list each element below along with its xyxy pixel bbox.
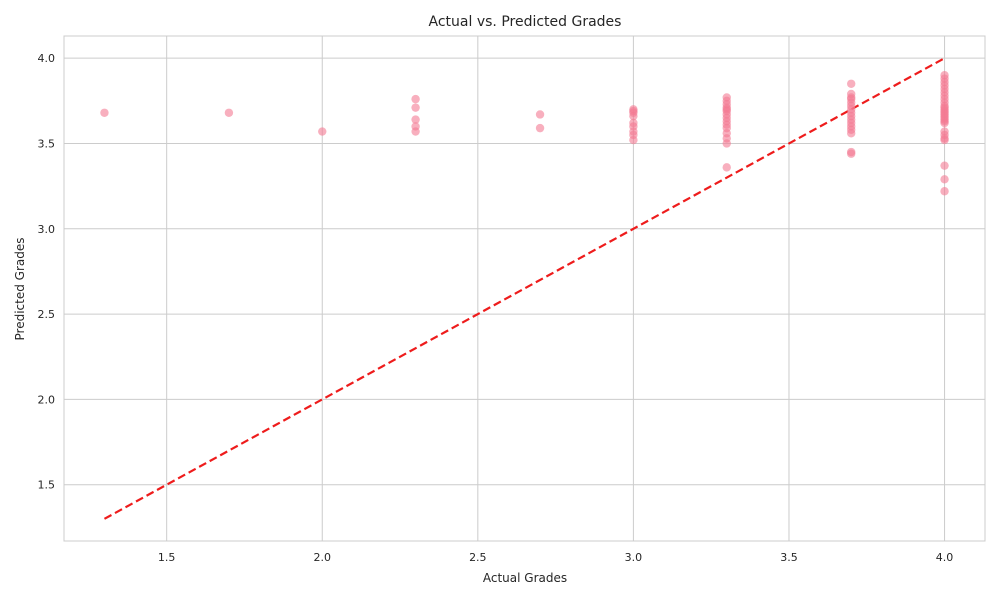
y-tick-label: 3.0 xyxy=(38,223,56,236)
data-point xyxy=(940,161,949,170)
x-axis-ticks: 1.5 2.0 2.5 3.0 3.5 4.0 xyxy=(158,551,953,564)
data-point xyxy=(411,115,420,124)
data-point xyxy=(940,135,949,145)
x-tick-label: 3.5 xyxy=(780,551,798,564)
data-point xyxy=(722,139,731,148)
data-point xyxy=(535,123,545,133)
x-tick-label: 4.0 xyxy=(936,551,954,564)
data-point xyxy=(847,129,856,138)
y-tick-label: 3.5 xyxy=(38,137,56,150)
x-tick-label: 3.0 xyxy=(625,551,643,564)
x-axis-label: Actual Grades xyxy=(483,571,567,585)
data-point xyxy=(722,163,731,172)
data-point xyxy=(940,187,949,196)
y-tick-label: 2.0 xyxy=(38,393,56,406)
data-point xyxy=(411,127,420,136)
data-point xyxy=(847,79,856,88)
data-point xyxy=(411,103,420,112)
data-point xyxy=(535,110,545,119)
data-point xyxy=(100,108,109,117)
reference-line-layer xyxy=(103,57,946,520)
data-point xyxy=(629,111,638,121)
chart-title: Actual vs. Predicted Grades xyxy=(429,14,622,30)
points-layer xyxy=(100,71,949,196)
y-tick-label: 4.0 xyxy=(38,52,56,65)
data-point xyxy=(411,94,420,104)
data-point xyxy=(318,127,327,136)
data-point xyxy=(224,108,234,117)
x-tick-label: 2.0 xyxy=(314,551,332,564)
data-point xyxy=(847,149,856,158)
x-tick-label: 1.5 xyxy=(158,551,176,564)
y-axis-label: Predicted Grades xyxy=(13,238,27,341)
perfect-prediction-line xyxy=(103,57,946,520)
data-point xyxy=(629,135,638,145)
data-point xyxy=(940,175,949,184)
y-axis-ticks: 1.5 2.0 2.5 3.0 3.5 4.0 xyxy=(38,52,56,492)
y-tick-label: 2.5 xyxy=(38,308,56,321)
y-tick-label: 1.5 xyxy=(38,479,56,492)
plot-area-border xyxy=(63,35,986,542)
data-point xyxy=(940,118,949,128)
x-tick-label: 2.5 xyxy=(469,551,487,564)
